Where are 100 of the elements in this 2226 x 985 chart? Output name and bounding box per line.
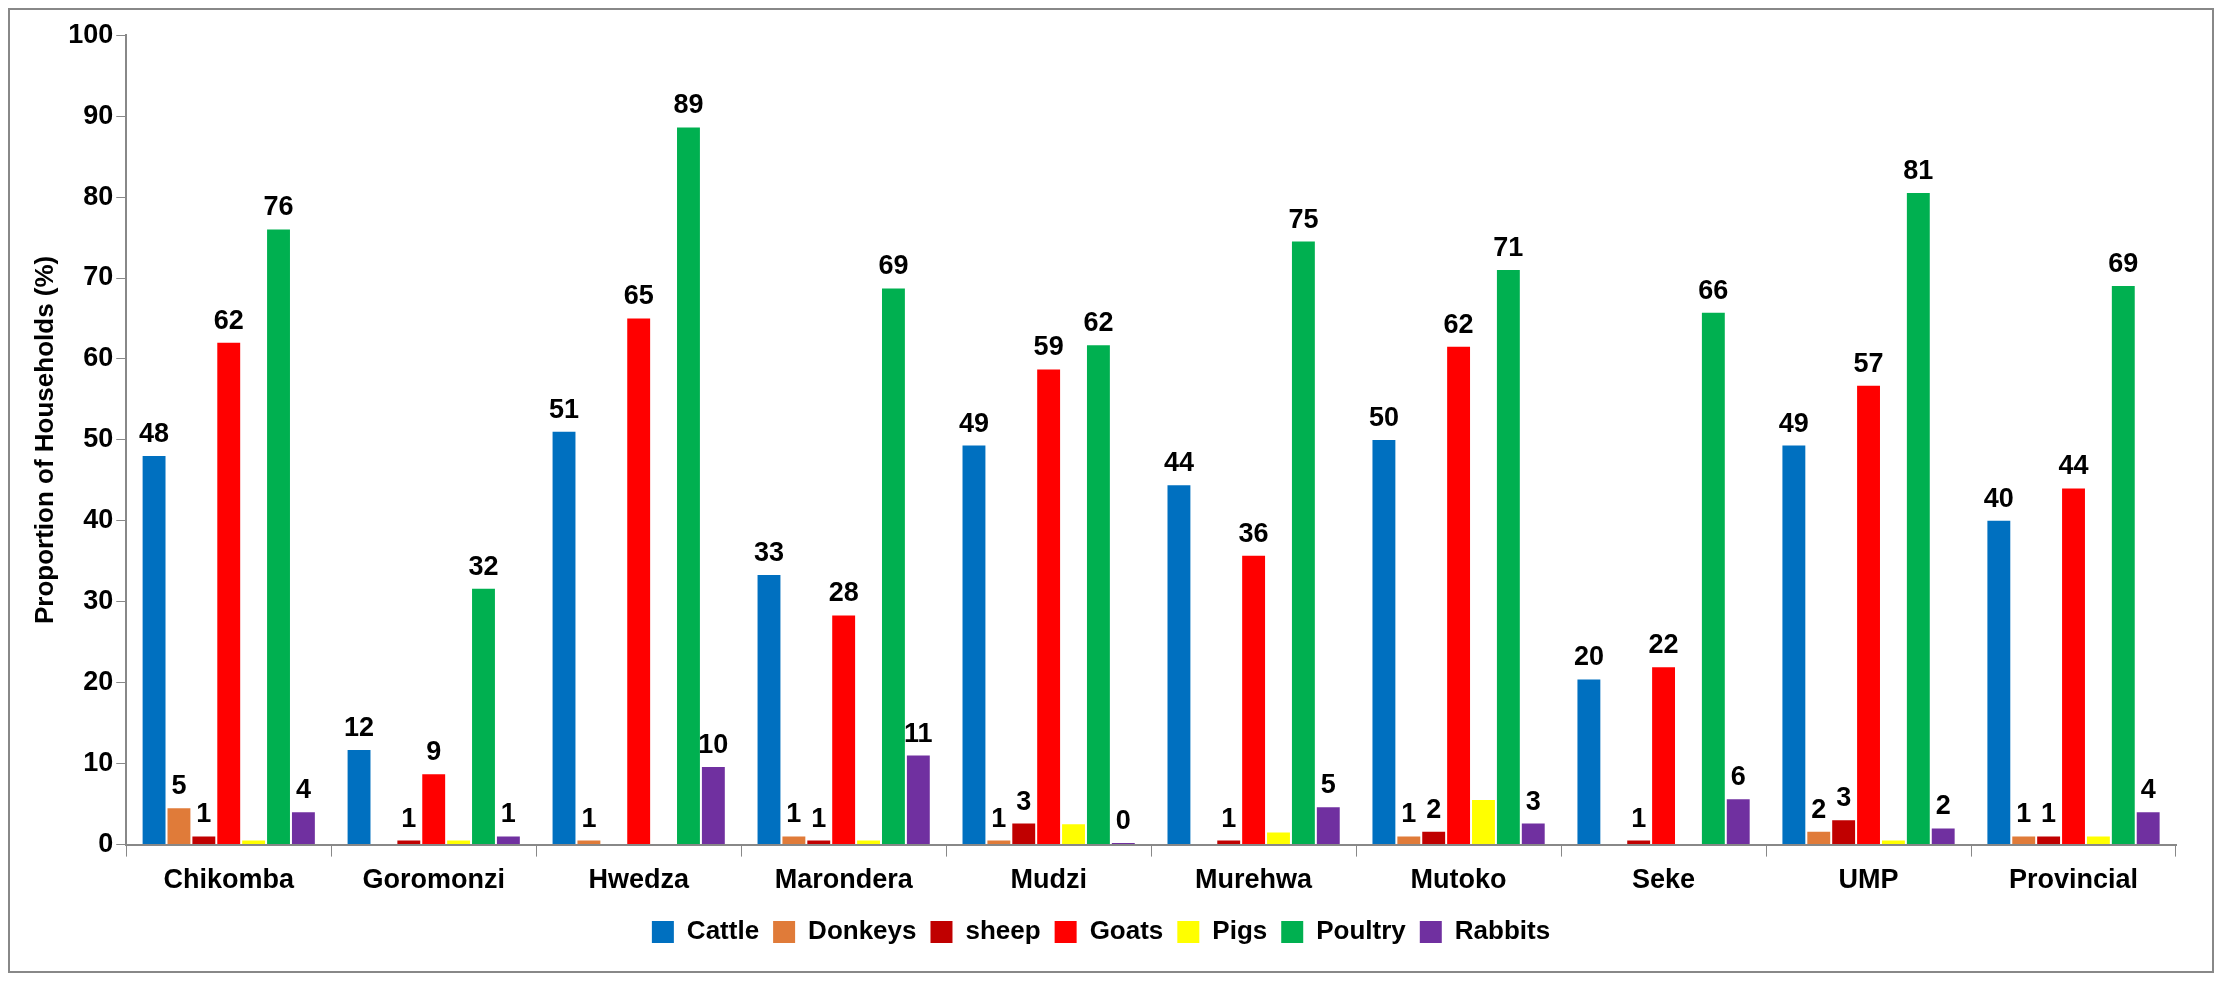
bar: [1807, 831, 1831, 845]
bar: [472, 588, 495, 845]
data-label: 36: [1238, 517, 1269, 548]
bar: [1012, 823, 1036, 845]
data-label: 4: [295, 774, 311, 805]
bar: [2111, 286, 2135, 845]
data-label: 1: [786, 798, 802, 829]
bar: [496, 836, 520, 845]
data-label: 49: [958, 407, 989, 438]
data-label: 3: [1525, 785, 1541, 816]
data-label: 1: [1221, 802, 1237, 833]
data-label: 71: [1493, 231, 1524, 262]
data-label: 22: [1648, 629, 1679, 660]
bar: [1267, 832, 1290, 845]
bar: [1931, 828, 1955, 845]
data-label: 10: [698, 728, 729, 759]
x-tick-label: Chikomba: [163, 864, 295, 895]
data-label: 0: [1115, 804, 1131, 835]
bar: [142, 456, 166, 845]
bar: [832, 615, 856, 845]
data-label: 76: [263, 191, 294, 222]
data-label: 81: [1903, 154, 1934, 185]
legend-label: sheep: [965, 915, 1041, 946]
x-tick-label: Goromonzi: [362, 864, 505, 895]
bar: [1447, 346, 1471, 845]
data-label: 3: [1836, 782, 1852, 813]
bar: [1857, 385, 1880, 845]
data-label: 3: [1016, 785, 1032, 816]
bar: [347, 749, 371, 845]
data-label: 32: [468, 550, 499, 581]
data-label: 65: [623, 280, 654, 311]
data-label: 1: [581, 802, 597, 833]
data-label: 12: [344, 711, 375, 742]
bar: [1062, 824, 1085, 845]
data-label: 48: [139, 418, 170, 449]
data-label: 1: [2016, 798, 2032, 829]
data-label: 49: [1778, 407, 1809, 438]
data-label: 9: [426, 736, 442, 767]
x-tick-label: Marondera: [774, 864, 914, 895]
bar: [1167, 485, 1191, 845]
bar: [1422, 831, 1446, 845]
bar: [1782, 445, 1806, 845]
legend-label: Poultry: [1316, 915, 1407, 946]
data-label: 40: [1983, 482, 2014, 513]
data-label: 1: [991, 802, 1007, 833]
y-tick-label: 30: [83, 585, 114, 616]
x-tick-label: Hwedza: [588, 864, 690, 895]
data-label: 1: [500, 798, 516, 829]
legend-label: Rabbits: [1454, 915, 1551, 946]
y-tick-label: 60: [83, 342, 114, 373]
bar: [217, 342, 241, 845]
bar: [1832, 820, 1856, 845]
data-label: 89: [673, 89, 704, 120]
data-label: 28: [828, 577, 859, 608]
y-axis-title: Proportion of Households (%): [28, 255, 59, 625]
bar: [1701, 312, 1725, 845]
bar: [627, 318, 651, 845]
data-label: 2: [1426, 793, 1442, 824]
data-label: 1: [401, 802, 417, 833]
bar: [1472, 800, 1495, 845]
legend-label: Pigs: [1212, 915, 1268, 946]
bar: [291, 812, 315, 845]
legend-label: Goats: [1089, 915, 1164, 946]
data-label: 50: [1368, 401, 1399, 432]
bar: [1316, 807, 1340, 845]
y-tick-label: 50: [83, 423, 114, 454]
bar: [906, 755, 930, 845]
x-tick-label: Seke: [1632, 864, 1696, 895]
data-label: 51: [548, 393, 580, 424]
bar: [267, 229, 290, 845]
data-label: 1: [196, 798, 212, 829]
bar: [2062, 488, 2085, 845]
x-tick-label: UMP: [1838, 864, 1899, 895]
data-label: 62: [213, 304, 244, 335]
x-tick-label: Provincial: [2008, 864, 2139, 895]
bar: [677, 127, 700, 845]
legend-label: Cattle: [686, 915, 760, 946]
bar: [1577, 679, 1601, 845]
bar: [782, 836, 806, 845]
y-tick-label: 80: [83, 180, 114, 211]
bar: [422, 774, 446, 845]
data-label: 2: [1811, 793, 1827, 824]
x-tick-label: Mutoko: [1410, 864, 1507, 895]
bar: [2037, 836, 2061, 845]
data-label: 75: [1288, 203, 1319, 234]
data-label: 4: [2140, 774, 2156, 805]
data-label: 44: [1163, 447, 1194, 478]
bar: [1397, 836, 1421, 845]
data-label: 33: [753, 537, 785, 568]
data-label: 1: [1401, 798, 1417, 829]
bar: [1521, 823, 1545, 845]
data-label: 5: [1320, 769, 1336, 800]
y-tick-label: 20: [83, 666, 114, 697]
legend-label: Donkeys: [808, 915, 917, 946]
y-tick-label: 40: [83, 504, 114, 535]
bar: [1987, 520, 2011, 845]
data-label: 57: [1853, 347, 1884, 378]
y-tick-label: 70: [83, 261, 114, 292]
bar: [1037, 369, 1061, 845]
bar: [881, 288, 905, 845]
